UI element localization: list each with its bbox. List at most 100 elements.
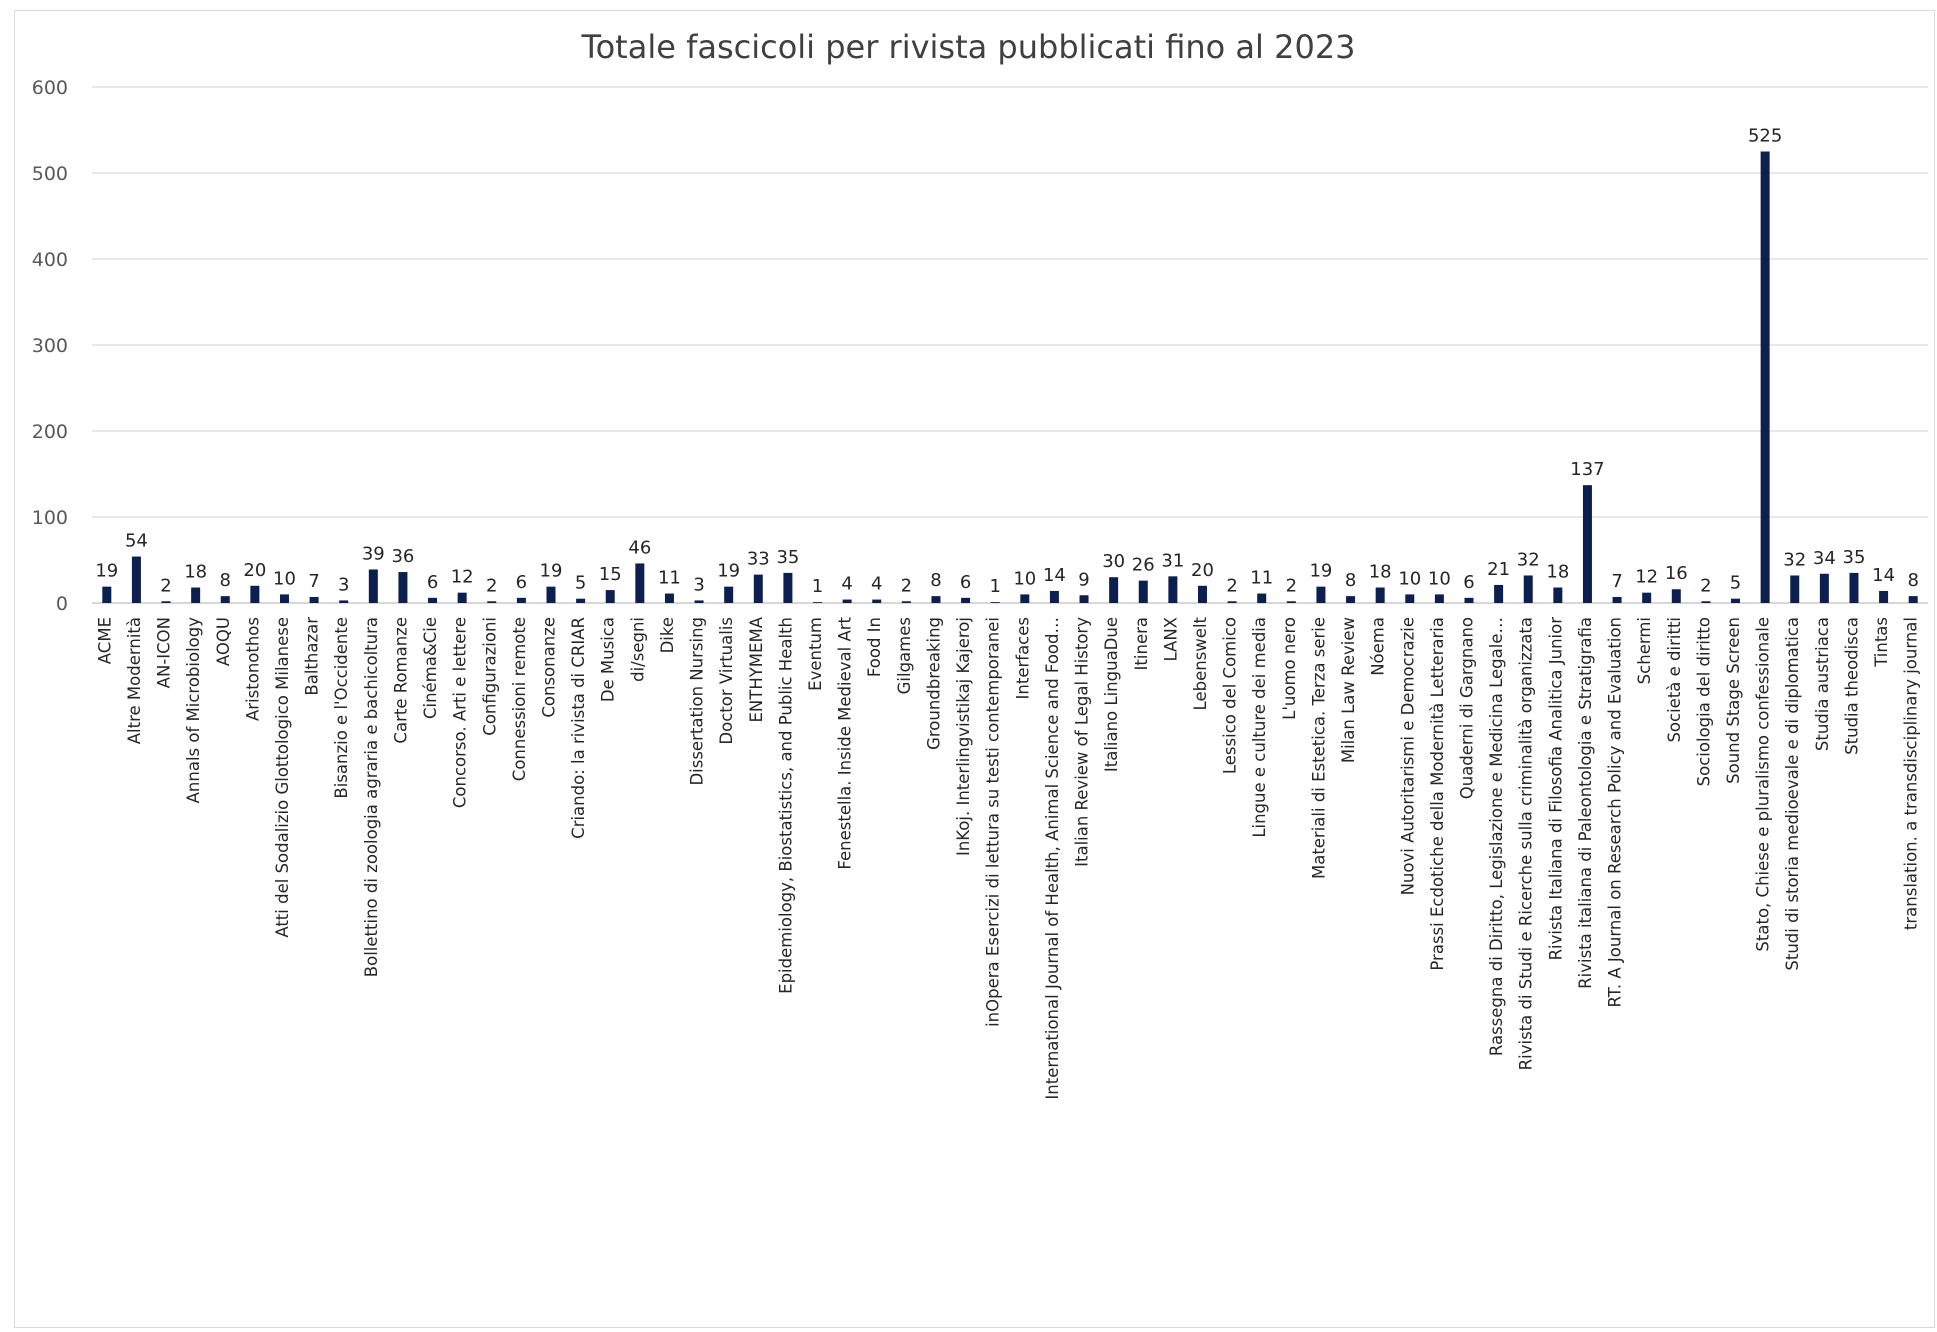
data-label: 3 (338, 574, 349, 595)
category-label: Lingue e culture dei media (1250, 617, 1269, 838)
category-label: Rassegna di Diritto, Legislazione e Medi… (1487, 617, 1506, 1056)
data-label: 33 (747, 549, 770, 570)
data-label: 6 (960, 572, 971, 593)
data-label: 35 (776, 547, 799, 568)
bar (1819, 573, 1829, 603)
bar (161, 601, 171, 603)
bar (1760, 151, 1770, 603)
data-label: 5 (575, 573, 586, 594)
data-label: 2 (1700, 575, 1711, 596)
data-label: 6 (427, 572, 438, 593)
y-tick-label: 0 (56, 593, 68, 615)
bar (664, 593, 674, 603)
data-label: 2 (901, 575, 912, 596)
data-label: 7 (308, 571, 319, 592)
category-label: Altre Modernità (125, 617, 144, 744)
category-label: RT. A Journal on Research Policy and Eva… (1606, 617, 1625, 1008)
data-label: 2 (1286, 575, 1297, 596)
bar (1582, 485, 1592, 603)
category-label: Quaderni di Gargnano (1458, 617, 1477, 799)
bar (1020, 594, 1030, 603)
data-label: 18 (1369, 562, 1392, 583)
y-tick-label: 200 (32, 421, 68, 443)
data-label: 14 (1872, 565, 1895, 586)
data-label: 19 (540, 561, 563, 582)
data-label: 6 (1463, 572, 1474, 593)
category-label: Nóema (1369, 617, 1388, 676)
data-label: 35 (1843, 547, 1866, 568)
data-label: 46 (628, 537, 651, 558)
data-label: 11 (658, 568, 681, 589)
category-label: Schermi (1635, 617, 1654, 684)
category-label: Lebenswelt (1191, 616, 1210, 710)
data-label: 12 (451, 567, 474, 588)
data-label: 36 (391, 546, 414, 567)
bar (1079, 595, 1089, 603)
bar (1701, 601, 1711, 603)
bar (842, 599, 852, 603)
data-label: 10 (1398, 568, 1421, 589)
category-label: AN-ICON (155, 617, 174, 688)
category-label: translation. a transdisciplinary journal (1902, 617, 1921, 930)
category-label: Eventum (806, 617, 825, 691)
data-label: 11 (1250, 568, 1273, 589)
data-label: 18 (184, 562, 207, 583)
bar (1049, 590, 1059, 603)
data-label: 8 (220, 570, 231, 591)
bar (398, 572, 408, 603)
category-label: Concorso. Arti e lettere (451, 617, 470, 808)
bar (1879, 590, 1889, 603)
y-tick-label: 400 (32, 249, 68, 271)
bar (1908, 596, 1918, 603)
data-label: 19 (717, 561, 740, 582)
data-label: 2 (486, 575, 497, 596)
bar (931, 596, 941, 603)
data-label: 4 (871, 574, 882, 595)
data-label: 9 (1078, 569, 1089, 590)
gridlines (92, 86, 1928, 604)
bar (1405, 594, 1415, 603)
bar (1849, 572, 1859, 603)
y-tick-label: 500 (32, 163, 68, 185)
category-label: Nuovi Autoritarismi e Democrazie (1398, 617, 1417, 895)
category-label: Consonanze (540, 617, 559, 718)
category-label: Prassi Ecdotiche della Modernità Lettera… (1428, 617, 1447, 971)
bar (1671, 589, 1681, 603)
category-label: Rivista Italiana di Filosofia Analitica … (1546, 617, 1565, 961)
bar (961, 597, 971, 603)
chart-frame (14, 10, 1935, 1328)
category-label: Gilgames (895, 617, 914, 694)
data-label: 21 (1487, 559, 1510, 580)
category-label: Studia theodisca (1842, 617, 1861, 755)
category-label: Aristonothos (243, 617, 262, 721)
category-label: LANX (1161, 617, 1180, 662)
bar (1375, 587, 1385, 603)
bar (1434, 594, 1444, 603)
category-label: Groundbreaking (924, 617, 943, 750)
data-label: 1 (812, 576, 823, 597)
category-label: De Musica (599, 617, 618, 702)
bar (901, 601, 911, 603)
bar (339, 600, 349, 603)
category-label: Balthazar (303, 617, 322, 696)
category-label: Stato, Chiese e pluralismo confessionale (1754, 617, 1773, 952)
data-label: 8 (1345, 570, 1356, 591)
y-tick-label: 100 (32, 507, 68, 529)
category-label: Connessioni remote (510, 617, 529, 781)
bar (724, 586, 734, 603)
bar (1642, 592, 1652, 603)
category-label: L'uomo nero (1280, 617, 1299, 720)
category-label: Rivista italiana di Paleontologia e Stra… (1576, 617, 1595, 989)
bar (1612, 596, 1622, 603)
category-label: ENTHYMEMA (747, 616, 766, 722)
bar (1197, 585, 1207, 603)
data-label: 19 (95, 561, 118, 582)
category-label: Food In (865, 617, 884, 677)
bar (1790, 575, 1800, 603)
bar (783, 572, 793, 603)
data-label: 8 (1907, 570, 1918, 591)
bar (250, 585, 260, 603)
bar (546, 586, 556, 603)
